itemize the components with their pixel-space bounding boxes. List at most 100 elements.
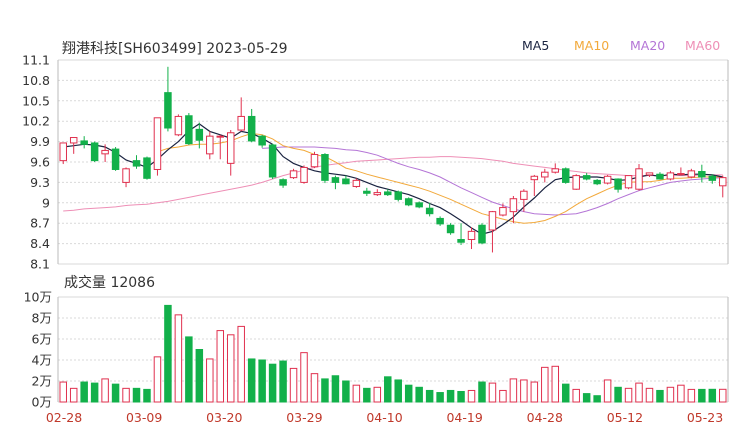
candle-up	[122, 168, 130, 183]
volume-tick-label: 0万	[32, 395, 52, 410]
volume-bar-down	[279, 360, 287, 403]
price-tick-label: 11.1	[22, 53, 50, 68]
volume-tick-label: 8万	[32, 311, 52, 326]
volume-bar-down	[132, 387, 141, 403]
volume-bar-up	[352, 384, 361, 403]
candle-up	[59, 142, 67, 162]
volume-bar-down	[185, 336, 193, 403]
candle-up	[237, 115, 245, 131]
volume-bar-down	[446, 389, 455, 403]
volume-bar-up	[174, 314, 183, 403]
volume-bar-down	[384, 376, 392, 403]
volume-bar-down	[195, 349, 204, 403]
price-tick-label: 9	[42, 195, 50, 210]
candle-down	[363, 190, 371, 194]
candle-down	[143, 157, 151, 179]
candle-down	[446, 224, 455, 234]
price-tick-label: 10.5	[22, 93, 50, 108]
candle-down	[90, 142, 99, 162]
volume-bar-down	[457, 391, 465, 403]
volume-bar-down	[321, 378, 329, 403]
volume-bar-down	[614, 386, 622, 403]
price-candles	[59, 66, 727, 253]
candle-up	[635, 168, 643, 190]
volume-bar-down	[90, 382, 99, 403]
candle-down	[436, 217, 444, 225]
volume-bar-up	[206, 358, 214, 403]
volume-bar-down	[436, 392, 444, 403]
volume-bar-up	[373, 386, 382, 403]
candle-down	[111, 148, 120, 170]
volume-bar-up	[153, 356, 162, 403]
candle-down	[331, 177, 340, 183]
candle-down	[593, 179, 601, 185]
candle-up	[499, 207, 507, 216]
volume-bar-up	[541, 366, 549, 403]
legend-ma10-label: MA10	[574, 38, 610, 53]
volume-tick-label: 10万	[24, 290, 52, 305]
candle-down	[384, 191, 392, 196]
price-ma-lines	[63, 123, 723, 235]
candle-up	[226, 132, 235, 164]
candle-down	[656, 173, 664, 180]
date-label: 05-12	[607, 410, 643, 425]
date-label: 04-10	[366, 410, 402, 425]
price-tick-label: 8.7	[30, 216, 50, 231]
volume-bar-up	[216, 330, 225, 403]
volume-bar-down	[363, 387, 371, 403]
volume-bar-up	[122, 387, 130, 403]
volume-bar-up	[467, 389, 476, 403]
volume-bar-down	[656, 389, 664, 403]
volume-bar-down	[708, 388, 717, 403]
candle-down	[195, 128, 204, 141]
price-tick-label: 10.8	[22, 73, 50, 88]
candle-up	[69, 137, 78, 144]
candle-up	[572, 175, 580, 190]
legend-ma20: MA20	[630, 38, 665, 53]
candle-down	[342, 178, 350, 185]
volume-bar-up	[101, 378, 109, 403]
volume-bar-down	[247, 358, 256, 403]
volume-title: 成交量 12086	[64, 275, 155, 291]
volume-bar-up	[687, 388, 696, 403]
date-label: 04-28	[527, 410, 563, 425]
volume-bar-up	[59, 381, 67, 403]
volume-bar-down	[394, 379, 402, 403]
candle-up	[488, 211, 497, 231]
date-label: 03-20	[206, 410, 242, 425]
legend-ma60: MA60	[685, 38, 720, 53]
candle-down	[258, 135, 266, 146]
volume-bar-up	[310, 373, 319, 403]
candle-up	[719, 177, 727, 187]
volume-bar-down	[561, 383, 570, 403]
volume-bar-down	[143, 388, 151, 403]
volume-tick-label: 4万	[32, 353, 52, 368]
price-tick-label: 9.9	[30, 134, 50, 149]
date-axis: 02-28 03-09 03-20 03-29 04-10 04-19 04-28 05-12…	[46, 410, 723, 425]
volume-bar-up	[530, 381, 539, 403]
candle-up	[174, 115, 183, 136]
candle-up	[289, 170, 298, 179]
volume-bar-down	[342, 380, 350, 403]
volume-bars	[59, 304, 727, 403]
volume-bar-up	[300, 352, 308, 403]
volume-bar-up	[551, 365, 560, 403]
volume-bar-up	[520, 379, 528, 403]
candle-up	[373, 192, 382, 196]
candle-down	[415, 202, 423, 208]
price-axis: 11.1 10.8 10.5 10.2 9.9 9.6 9.3 9 8.7 8.4 8.1	[22, 53, 50, 272]
volume-bar-up	[499, 389, 507, 403]
candle-down	[185, 115, 193, 145]
legend-ma5: MA5	[522, 38, 549, 53]
candle-up	[467, 230, 476, 241]
candle-up	[310, 154, 319, 168]
candle-down	[80, 140, 88, 145]
legend-ma60-label: MA60	[685, 38, 721, 53]
volume-bar-up	[289, 367, 298, 403]
candle-down	[457, 239, 465, 243]
candle-up	[509, 198, 518, 213]
volume-bar-down	[80, 381, 88, 403]
candle-down	[404, 198, 413, 206]
volume-bar-down	[593, 395, 601, 403]
